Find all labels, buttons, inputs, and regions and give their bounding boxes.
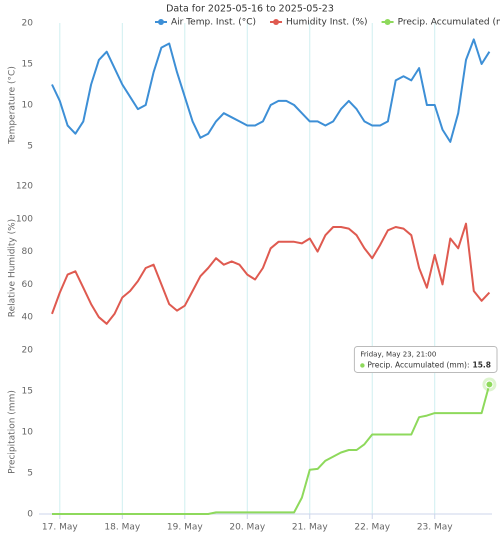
y-tick-label: 10 xyxy=(22,428,34,438)
x-tick-label: 20. May xyxy=(229,523,265,533)
y-axis-label: Precipitation (mm) xyxy=(8,390,18,474)
legend-label: Air Temp. Inst. (°C) xyxy=(171,18,256,28)
legend-item: Air Temp. Inst. (°C) xyxy=(155,18,256,28)
y-tick-label: 120 xyxy=(16,182,33,192)
y-tick-label: 15 xyxy=(22,387,33,397)
y-axis-label: Relative Humidity (%) xyxy=(8,219,18,317)
x-tick-label: 22. May xyxy=(354,523,390,533)
legend-label: Humidity Inst. (%) xyxy=(286,18,368,28)
legend-label: Precip. Accumulated (mm) xyxy=(398,18,500,28)
x-tick-label: 23. May xyxy=(417,523,453,533)
legend-item: Humidity Inst. (%) xyxy=(270,18,368,28)
y-tick-label: 5 xyxy=(27,142,33,152)
legend-marker xyxy=(384,19,391,25)
y-tick-label: 100 xyxy=(16,214,33,224)
data-line xyxy=(52,384,491,515)
y-tick-label: 10 xyxy=(22,101,34,111)
data-line xyxy=(51,222,491,325)
x-tick-label: 18. May xyxy=(104,523,140,533)
y-tick-label: 0 xyxy=(27,510,33,520)
chart-title: Data for 2025-05-16 to 2025-05-23 xyxy=(166,4,334,15)
legend-marker xyxy=(158,19,164,25)
tooltip-value: 15.8 xyxy=(472,360,491,369)
x-tick-label: 17. May xyxy=(42,523,78,533)
tooltip-header: Friday, May 23, 21:00 xyxy=(360,350,436,358)
y-tick-label: 15 xyxy=(22,60,33,70)
y-tick-label: 80 xyxy=(22,247,34,257)
y-tick-label: 60 xyxy=(22,280,34,290)
x-tick-label: 19. May xyxy=(167,523,203,533)
y-tick-label: 40 xyxy=(22,313,34,323)
tooltip: Friday, May 23, 21:00 Precip. Accumulated… xyxy=(353,345,498,373)
tooltip-box xyxy=(353,345,498,373)
hover-point xyxy=(485,380,494,389)
tooltip-label: Precip. Accumulated (mm): xyxy=(367,360,469,369)
y-tick-label: 20 xyxy=(22,346,34,356)
legend-marker xyxy=(273,19,280,25)
x-tick-label: 21. May xyxy=(292,523,328,533)
data-line xyxy=(51,38,491,143)
y-axis-label: Temperature (°C) xyxy=(8,66,18,145)
y-tick-label: 20 xyxy=(22,19,34,29)
y-tick-label: 5 xyxy=(27,469,33,479)
legend-item: Precip. Accumulated (mm) xyxy=(381,18,500,28)
tooltip-marker xyxy=(360,363,365,368)
